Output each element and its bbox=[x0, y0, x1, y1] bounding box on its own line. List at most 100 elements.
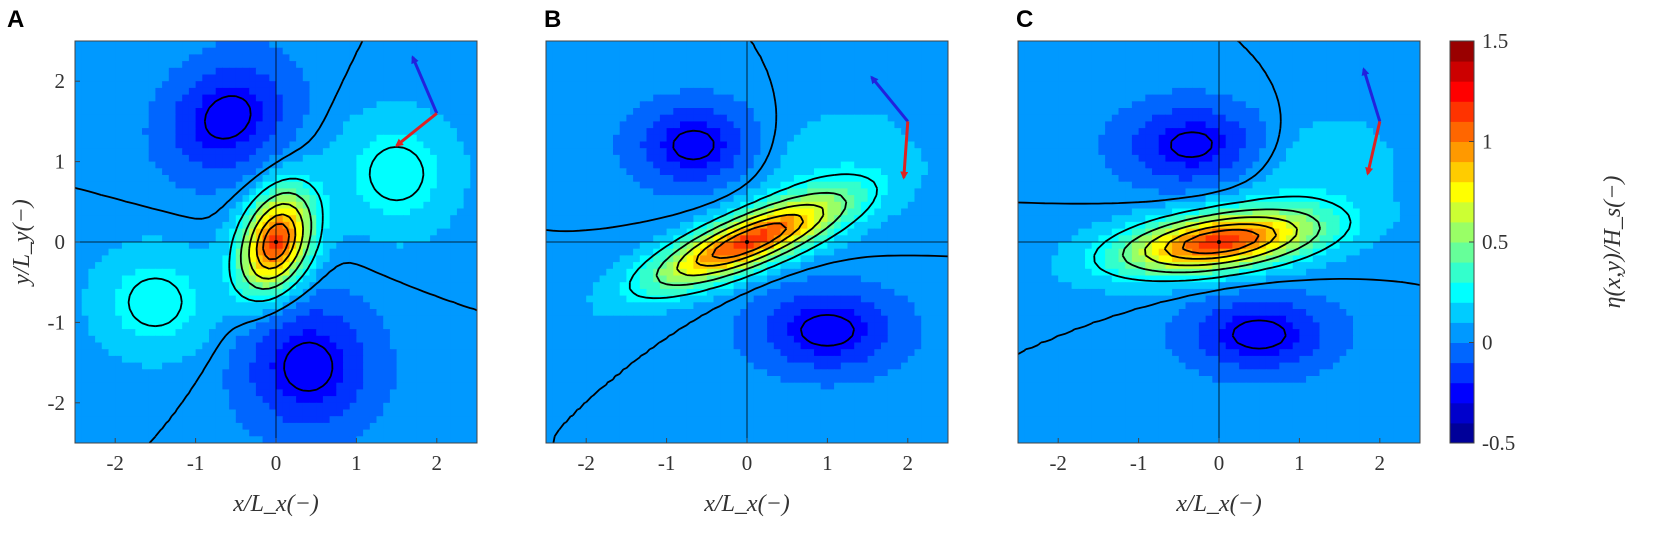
heatmap-cell bbox=[720, 94, 728, 102]
heatmap-cell bbox=[175, 201, 183, 210]
heatmap-cell bbox=[121, 376, 130, 384]
heatmap-cell bbox=[396, 382, 404, 390]
heatmap-cell bbox=[249, 402, 257, 411]
heatmap-cell bbox=[463, 288, 471, 297]
heatmap-cell bbox=[827, 47, 835, 55]
heatmap-cell bbox=[255, 309, 264, 317]
heatmap-cell bbox=[282, 87, 290, 96]
heatmap-cell bbox=[249, 81, 257, 89]
heatmap-cell bbox=[941, 47, 948, 55]
heatmap-cell bbox=[302, 141, 311, 149]
heatmap-cell bbox=[276, 141, 284, 149]
heatmap-cell bbox=[162, 402, 170, 411]
heatmap-cell bbox=[135, 342, 143, 350]
heatmap-cell bbox=[209, 349, 217, 357]
heatmap-cell bbox=[182, 74, 190, 82]
heatmap-cell bbox=[95, 161, 103, 169]
heatmap-cell bbox=[155, 349, 163, 357]
heatmap-cell bbox=[369, 429, 378, 437]
heatmap-cell bbox=[383, 309, 391, 317]
heatmap-cell bbox=[456, 342, 465, 350]
heatmap-cell bbox=[840, 175, 849, 183]
heatmap-cell bbox=[182, 268, 190, 277]
heatmap-cell bbox=[302, 402, 311, 411]
heatmap-cell bbox=[309, 215, 317, 223]
heatmap-cell bbox=[713, 148, 721, 156]
heatmap-cell bbox=[733, 168, 741, 176]
heatmap-cell bbox=[410, 416, 418, 424]
heatmap-cell bbox=[235, 87, 244, 96]
heatmap-cell bbox=[202, 208, 210, 216]
heatmap-cell bbox=[403, 275, 411, 283]
heatmap-cell bbox=[456, 242, 465, 250]
heatmap-cell bbox=[148, 335, 156, 344]
heatmap-cell bbox=[599, 188, 607, 196]
heatmap-cell bbox=[403, 396, 411, 404]
heatmap-cell bbox=[269, 81, 277, 89]
heatmap-cell bbox=[282, 369, 290, 377]
heatmap-cell bbox=[336, 255, 344, 263]
heatmap-cell bbox=[215, 154, 223, 163]
heatmap-cell bbox=[430, 47, 438, 55]
heatmap-cell bbox=[235, 141, 244, 149]
heatmap-cell bbox=[115, 121, 123, 129]
heatmap-cell bbox=[706, 87, 715, 96]
heatmap-cell bbox=[450, 141, 458, 149]
heatmap-cell bbox=[81, 221, 89, 230]
heatmap-cell bbox=[175, 128, 183, 136]
heatmap-cell bbox=[827, 54, 835, 62]
heatmap-cell bbox=[443, 369, 451, 377]
heatmap-cell bbox=[289, 215, 297, 223]
heatmap-cell bbox=[229, 429, 237, 437]
heatmap-cell bbox=[423, 221, 431, 230]
heatmap-cell bbox=[450, 302, 458, 310]
heatmap-cell bbox=[773, 148, 782, 156]
heatmap-cell bbox=[229, 67, 237, 76]
heatmap-cell bbox=[403, 175, 411, 183]
heatmap-cell bbox=[101, 315, 110, 323]
heatmap-cell bbox=[867, 175, 875, 183]
heatmap-cell bbox=[800, 74, 808, 82]
heatmap-cell bbox=[383, 429, 391, 437]
heatmap-cell bbox=[887, 134, 895, 143]
heatmap-cell bbox=[633, 154, 641, 163]
heatmap-cell bbox=[376, 101, 384, 109]
heatmap-cell bbox=[229, 228, 237, 236]
heatmap-cell bbox=[356, 221, 364, 230]
heatmap-cell bbox=[552, 154, 560, 163]
heatmap-cell bbox=[356, 114, 364, 122]
heatmap-cell bbox=[255, 228, 264, 236]
heatmap-cell bbox=[773, 114, 782, 122]
heatmap-cell bbox=[456, 154, 465, 163]
heatmap-cell bbox=[456, 309, 465, 317]
heatmap-cell bbox=[713, 94, 721, 102]
heatmap-cell bbox=[209, 376, 217, 384]
heatmap-cell bbox=[430, 54, 438, 62]
heatmap-cell bbox=[760, 81, 768, 89]
heatmap-cell bbox=[700, 74, 708, 82]
heatmap-cell bbox=[302, 376, 311, 384]
heatmap-cell bbox=[546, 54, 554, 62]
heatmap-cell bbox=[222, 369, 230, 377]
heatmap-cell bbox=[693, 121, 701, 129]
heatmap-cell bbox=[229, 215, 237, 223]
heatmap-cell bbox=[820, 128, 828, 136]
heatmap-cell bbox=[827, 41, 835, 49]
heatmap-cell bbox=[108, 134, 116, 143]
heatmap-cell bbox=[720, 181, 728, 189]
heatmap-cell bbox=[430, 282, 438, 290]
heatmap-cell bbox=[443, 436, 451, 443]
heatmap-cell bbox=[860, 168, 869, 176]
heatmap-cell bbox=[249, 61, 257, 69]
heatmap-cell bbox=[356, 416, 364, 424]
heatmap-cell bbox=[115, 302, 123, 310]
heatmap-cell bbox=[349, 248, 357, 256]
heatmap-cell bbox=[222, 376, 230, 384]
heatmap-cell bbox=[95, 54, 103, 62]
heatmap-cell bbox=[356, 74, 364, 82]
heatmap-cell bbox=[450, 349, 458, 357]
heatmap-cell bbox=[376, 201, 384, 210]
heatmap-cell bbox=[639, 67, 648, 76]
heatmap-cell bbox=[646, 81, 654, 89]
heatmap-cell bbox=[847, 81, 855, 89]
